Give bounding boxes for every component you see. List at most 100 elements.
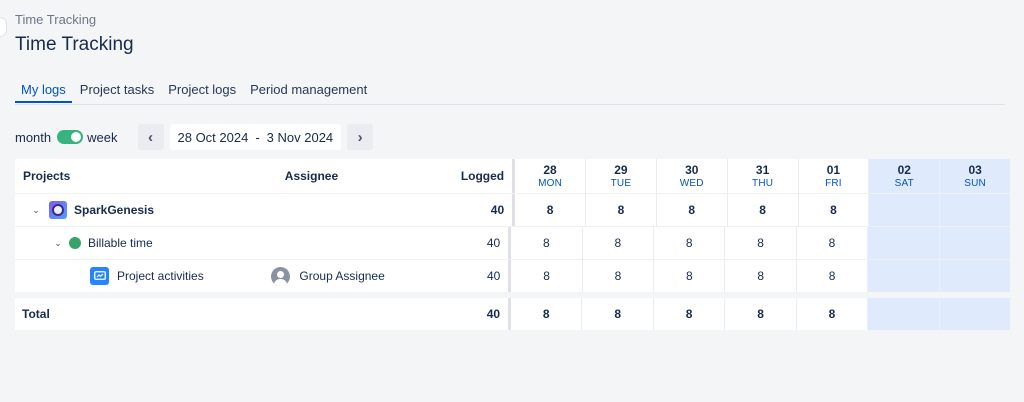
day-number: 01 [826,163,841,177]
tab-bar: My logs Project tasks Project logs Perio… [15,82,1005,105]
tab-project-tasks[interactable]: Project tasks [79,82,155,97]
total-cell: 8 [652,298,724,330]
grid-header: Projects Assignee Logged 28 MON 29 TUE 30 W… [15,159,1011,194]
day-name: TUE [610,178,632,189]
total-row: Total 40 8 8 8 8 8 [15,298,1011,330]
day-header: 31 THU [726,159,798,193]
user-avatar-icon [271,266,291,286]
day-name: SAT [894,178,914,189]
hours-cell[interactable]: 8 [724,260,795,292]
day-name: MON [538,178,563,189]
hours-cell[interactable]: 8 [581,260,653,292]
assignee-cell: Group Assignee [271,260,427,292]
hours-cell[interactable]: 8 [653,227,724,259]
range-separator: - [255,129,260,145]
logged-cell: 40 [427,227,512,259]
hours-cell[interactable]: 8 [543,236,550,250]
table-row: Project activities Group Assignee 40 8 8… [15,260,1010,292]
hours-cell[interactable]: 8 [724,227,795,259]
hours-cell[interactable]: 8 [797,194,869,226]
col-logged[interactable]: Logged [431,159,516,193]
total-cell: 8 [542,307,550,321]
logged-cell: 40 [431,194,516,226]
day-number: 30 [685,163,699,177]
chevron-right-icon: › [357,128,363,146]
tab-period-management[interactable]: Period management [250,82,368,97]
total-label: Total [22,307,50,321]
logged-cell: 40 [427,260,512,292]
toggle-knob [71,132,82,142]
day-number: 03 [968,163,982,177]
hours-cell[interactable]: 8 [655,194,727,226]
tab-project-logs[interactable]: Project logs [168,82,237,97]
assignee-name: Group Assignee [299,269,385,283]
hours-cell[interactable]: 8 [795,260,867,292]
month-label: month [15,129,52,145]
day-number: 28 [543,163,557,177]
hours-cell-weekend[interactable] [867,227,939,259]
activity-cell: Project activities [15,260,271,292]
day-number: 31 [755,163,770,177]
chevron-left-icon: ‹ [148,128,153,146]
day-header: 30 WED [655,159,727,193]
col-projects[interactable]: Projects [23,169,71,183]
category-name: Billable time [88,236,153,250]
assignee-cell [271,227,427,259]
timesheet-grid: Projects Assignee Logged 28 MON 29 TUE 30 W… [15,159,1011,330]
day-header: 01 FRI [797,159,869,193]
next-period-button[interactable]: › [347,124,374,150]
hours-cell-weekend[interactable] [867,260,939,292]
hours-cell[interactable]: 8 [726,194,798,226]
hours-cell[interactable]: 8 [581,227,653,259]
total-cell-weekend [938,298,1011,330]
total-cell-weekend [867,298,939,330]
period-controls: month week ‹ 28 Oct 2024 - 3 Nov 2024 › [15,124,374,150]
assignee-cell [277,194,431,226]
billable-dot-icon [69,237,81,249]
date-range-picker[interactable]: 28 Oct 2024 - 3 Nov 2024 [169,124,342,150]
day-header-weekend: 02 SAT [868,159,940,193]
chevron-down-icon[interactable]: ⌄ [54,237,62,248]
day-number: 02 [897,163,911,177]
hours-cell-weekend[interactable] [939,194,1011,226]
day-name: SUN [964,178,986,189]
total-cell: 8 [581,298,652,330]
hours-cell-weekend[interactable] [868,194,940,226]
hours-cell[interactable]: 8 [584,194,656,226]
day-name: WED [679,178,704,189]
total-cell: 8 [724,298,795,330]
total-logged: 40 [427,298,512,330]
month-week-toggle[interactable] [57,130,84,144]
hours-cell-weekend[interactable] [938,227,1011,259]
day-name: THU [752,178,774,189]
chevron-down-icon[interactable]: ⌄ [32,204,40,215]
table-row: ⌄ SparkGenesis 40 8 8 8 8 8 [15,194,1011,227]
table-row: ⌄ Billable time 40 8 8 8 8 8 [15,227,1011,260]
page-title: Time Tracking [15,34,134,55]
activity-name[interactable]: Project activities [117,269,204,283]
project-cell: ⌄ SparkGenesis [15,194,277,226]
total-assignee-cell [271,298,427,330]
hours-cell[interactable]: 8 [546,203,554,217]
hours-cell[interactable]: 8 [795,227,867,259]
hours-cell[interactable]: 8 [653,260,724,292]
hours-cell[interactable]: 8 [543,269,550,283]
week-label: week [87,129,118,145]
day-number: 29 [614,163,628,177]
range-start: 28 Oct 2024 [177,129,249,145]
project-name[interactable]: SparkGenesis [74,203,155,217]
prev-period-button[interactable]: ‹ [137,124,164,150]
hours-cell-weekend[interactable] [938,260,1010,292]
total-cell: 8 [795,298,867,330]
sidebar-collapse-handle[interactable] [0,17,7,37]
breadcrumb[interactable]: Time Tracking [15,12,97,27]
day-header: 28 MON [515,159,585,193]
category-cell: ⌄ Billable time [15,227,271,259]
day-name: FRI [825,178,842,189]
project-avatar-icon [49,201,67,219]
day-header-weekend: 03 SUN [939,159,1011,193]
monitor-icon [90,267,109,285]
day-header: 29 TUE [584,159,656,193]
tab-my-logs[interactable]: My logs [15,82,72,103]
col-assignee[interactable]: Assignee [284,169,339,183]
